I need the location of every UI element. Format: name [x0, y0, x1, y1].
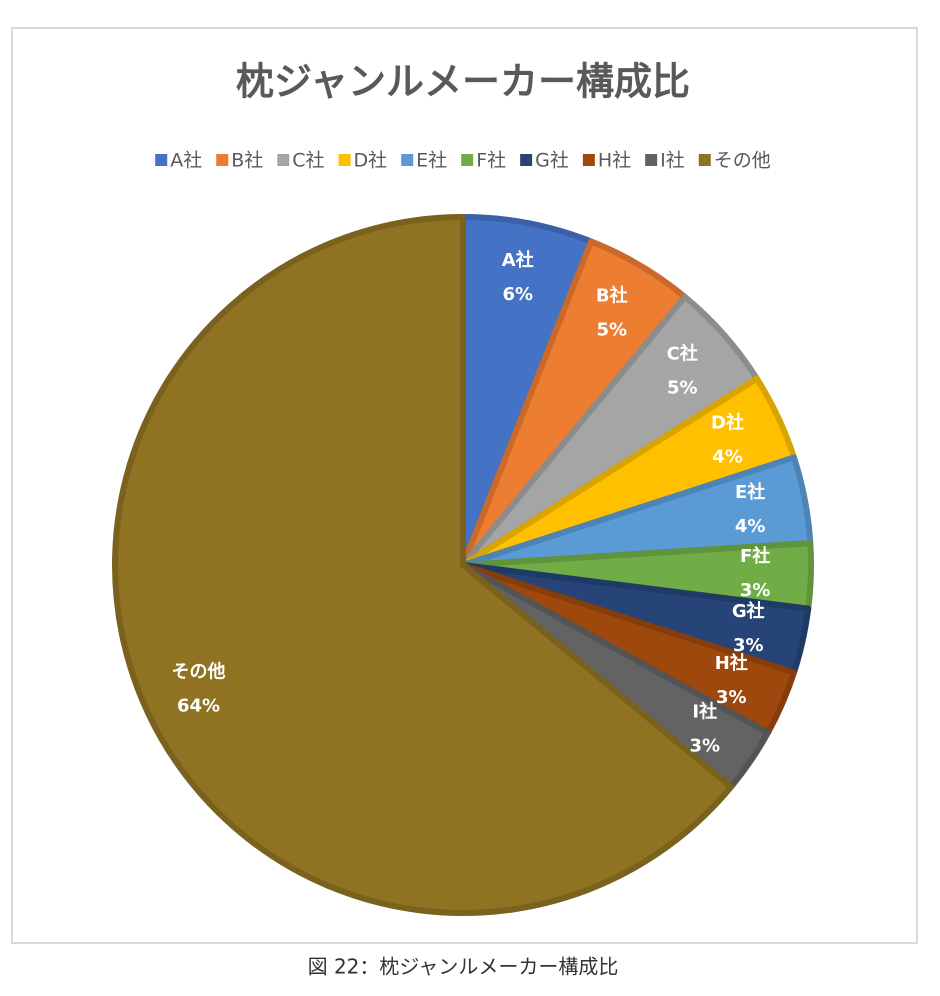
data-label-value: 6% — [502, 284, 533, 305]
data-label-name: D社 — [711, 412, 744, 434]
chart-title: 枕ジャンルメーカー構成比 — [236, 60, 690, 104]
legend-swatch — [155, 154, 168, 166]
data-label-name: I社 — [692, 700, 717, 722]
caption: 図 22：枕ジャンルメーカー構成比 — [308, 955, 619, 979]
data-label-value: 5% — [667, 378, 698, 399]
data-label-name: A社 — [502, 249, 534, 271]
legend-label: C社 — [292, 150, 324, 172]
data-label-name: H社 — [715, 652, 748, 674]
data-label-name: その他 — [172, 660, 226, 682]
legend-swatch — [520, 154, 533, 166]
data-label-value: 3% — [733, 635, 764, 656]
data-label-name: E社 — [735, 481, 765, 503]
legend-label: D社 — [354, 150, 388, 172]
legend-swatch — [338, 154, 351, 166]
data-label-value: 3% — [689, 735, 720, 756]
data-label-value: 64% — [177, 695, 220, 716]
legend-swatch — [401, 154, 414, 166]
legend-swatch — [645, 154, 658, 166]
pie-slice — [112, 214, 735, 916]
data-label-name: F社 — [740, 545, 770, 567]
legend-label: E社 — [416, 150, 447, 172]
legend-label: I社 — [660, 150, 685, 172]
data-label-value: 3% — [716, 687, 747, 708]
legend-swatch — [582, 154, 595, 166]
legend-label: H社 — [598, 150, 631, 172]
data-label-value: 5% — [597, 319, 628, 340]
legend-swatch — [216, 154, 229, 166]
legend-swatch — [277, 154, 290, 166]
legend-swatch — [461, 154, 474, 166]
legend-label: F社 — [476, 150, 506, 172]
pie: A社6% B社5%C社5%D社4%E社4%F社3%G社3%H社3%I社3%その他6… — [112, 214, 814, 916]
data-label-name: B社 — [596, 284, 628, 306]
data-label-name: G社 — [732, 600, 765, 622]
data-label-value: 3% — [740, 580, 771, 601]
legend-label: A社 — [170, 150, 202, 172]
legend-label: B社 — [231, 150, 263, 172]
data-label-value: 4% — [735, 516, 766, 537]
legend-swatch — [698, 154, 711, 166]
data-label-value: 4% — [712, 447, 743, 468]
legend-label: G社 — [535, 150, 569, 172]
legend: A社 B社 C社 D社 E社 F社 G社 H社 I社 その他 — [155, 150, 771, 172]
data-label-name: C社 — [667, 343, 698, 365]
legend-label: その他 — [714, 150, 771, 172]
